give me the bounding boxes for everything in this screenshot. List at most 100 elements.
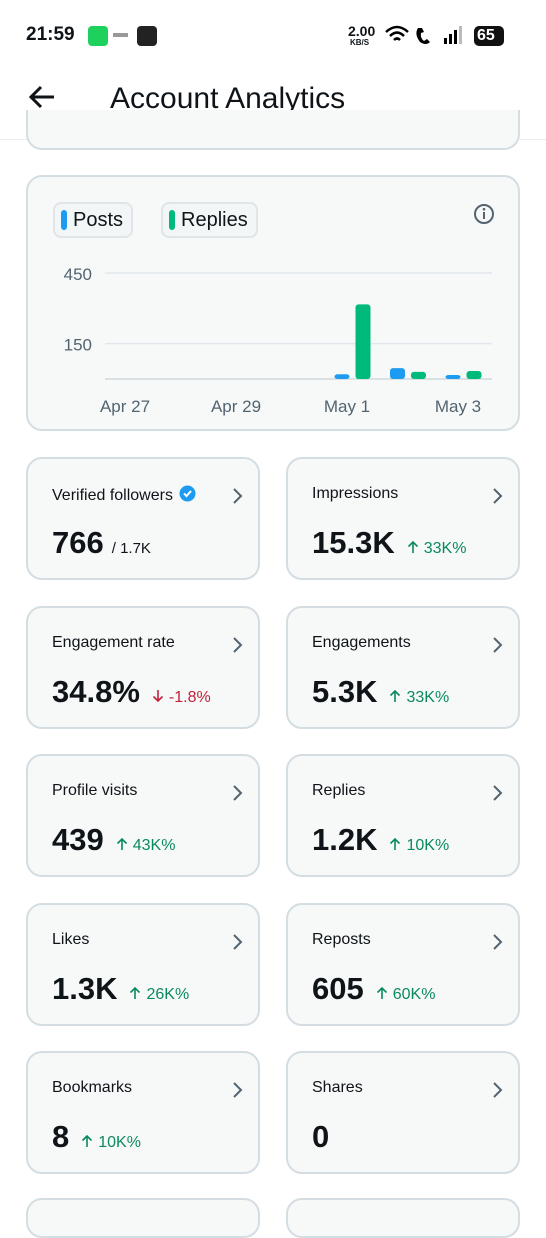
metric-label: Engagement rate — [52, 634, 175, 652]
change-text: 33K% — [423, 540, 467, 557]
chevron — [232, 1081, 244, 1104]
x-tick-label: May 3 — [435, 397, 481, 416]
net-unit: KB/S — [350, 38, 370, 47]
metric-card[interactable]: Bookmarks 8 10K% — [26, 1051, 260, 1174]
metric-value-row: 8 10K% — [52, 1119, 141, 1155]
partial-card — [26, 110, 520, 150]
metric-card[interactable]: Impressions 15.3K 33K% — [286, 457, 520, 580]
metric-card[interactable]: Verified followers 766 / 1.7K — [26, 457, 260, 580]
metric-detail: / 1.7K — [111, 540, 151, 557]
metric-label-text: Engagement rate — [52, 633, 175, 651]
metric-label: Replies — [312, 782, 365, 800]
info-icon[interactable] — [473, 203, 495, 225]
metric-label: Engagements — [312, 634, 411, 652]
partial-card — [286, 1198, 520, 1238]
metric-label: Likes — [52, 931, 89, 949]
metric-value-row: 34.8% -1.8% — [52, 674, 211, 710]
change-arrow — [129, 986, 146, 1003]
metric-value-row: 0 — [312, 1119, 329, 1155]
back-button[interactable] — [28, 84, 58, 110]
chevron — [232, 636, 244, 659]
metric-value: 0 — [312, 1119, 330, 1154]
change-text: 43K% — [132, 837, 176, 854]
chevron — [492, 1081, 504, 1104]
metric-card[interactable]: Engagements 5.3K 33K% — [286, 605, 520, 729]
x-tick-label: May 1 — [324, 397, 370, 416]
partial-card — [26, 1198, 260, 1238]
metric-change: 26K% — [129, 986, 189, 1003]
legend-item[interactable]: Posts — [53, 202, 134, 238]
x-tick-label: Apr 29 — [211, 397, 261, 416]
bar — [355, 304, 371, 379]
chevron — [232, 933, 244, 956]
metric-label-text: Engagements — [312, 633, 411, 651]
app-icon — [88, 26, 108, 46]
change-text: 60K% — [392, 985, 436, 1003]
metric-label: Verified followers — [52, 485, 196, 505]
metric-label-text: Reposts — [312, 930, 371, 948]
legend-label: Replies — [181, 209, 248, 231]
change-text: 10K% — [98, 1134, 141, 1151]
metric-value-row: 15.3K 33K% — [312, 525, 466, 561]
chart-card: Posts Replies 150 450 Apr 27 Apr 29 May 1 May… — [26, 175, 520, 431]
y-tick-label: 150 — [64, 336, 92, 355]
legend-item[interactable]: Replies — [161, 202, 258, 238]
metric-value: 1.3K — [52, 970, 118, 1006]
app-icon — [113, 33, 128, 37]
metric-label-text: Impressions — [312, 485, 399, 502]
change-arrow — [389, 689, 406, 706]
metric-label-text: Shares — [312, 1079, 363, 1096]
battery: 65 — [474, 26, 504, 46]
change-text: -1.8% — [168, 688, 211, 706]
chevron — [232, 487, 244, 510]
metric-card[interactable]: Replies 1.2K 10K% — [286, 754, 520, 877]
metric-value-row: 5.3K 33K% — [312, 674, 449, 710]
metric-label: Shares — [312, 1079, 363, 1097]
chevron — [492, 933, 504, 956]
metric-card[interactable]: Shares 0 — [286, 1051, 520, 1174]
metric-value-row: 439 43K% — [52, 822, 175, 858]
bar — [390, 368, 405, 379]
bar — [334, 374, 350, 379]
bar — [466, 370, 482, 379]
chevron — [492, 784, 504, 807]
change-arrow — [389, 837, 406, 854]
metric-card[interactable]: Engagement rate 34.8% -1.8% — [26, 605, 260, 729]
change-text: 26K% — [146, 985, 190, 1003]
metric-value-row: 1.2K 10K% — [312, 822, 449, 858]
change-arrow — [407, 540, 424, 557]
chart: 150 450 Apr 27 Apr 29 May 1 May 3 — [64, 265, 492, 416]
metric-change: 33K% — [407, 540, 467, 557]
metric-card[interactable]: Profile visits 439 43K% — [26, 754, 260, 877]
metric-card[interactable]: Likes 1.3K 26K% — [26, 902, 260, 1026]
metric-label-text: Replies — [312, 782, 366, 799]
change-arrow — [81, 1134, 98, 1151]
metric-value-row: 1.3K 26K% — [52, 971, 189, 1007]
change-text: 33K% — [406, 688, 450, 706]
metric-value: 8 — [52, 1119, 70, 1154]
bar — [445, 374, 461, 379]
metric-card[interactable]: Reposts 605 60K% — [286, 902, 520, 1026]
change-text: 10K% — [406, 837, 450, 854]
status-icons — [385, 25, 462, 44]
metric-change: 10K% — [389, 837, 449, 854]
change-arrow — [376, 986, 393, 1003]
metric-change: 43K% — [116, 837, 176, 854]
metric-value: 605 — [312, 970, 364, 1006]
metric-label-text: Likes — [52, 930, 90, 948]
legend-label: Posts — [73, 209, 124, 231]
metric-value: 766 — [52, 525, 104, 560]
legend-swatch — [169, 210, 175, 230]
page: 21:59 2.00 KB/S 65 Account Analytics Pos… — [0, 24, 546, 1238]
page-title: Account Analytics — [110, 82, 346, 115]
change-arrow — [152, 689, 169, 706]
metric-value: 34.8% — [52, 673, 140, 709]
chevron — [492, 487, 504, 510]
metric-value-row: 605 60K% — [312, 971, 435, 1007]
chevron — [232, 784, 244, 807]
metric-change: 60K% — [376, 985, 436, 1003]
metric-value: 5.3K — [312, 673, 378, 709]
metric-change: 33K% — [389, 689, 449, 706]
legend-swatch — [61, 210, 67, 230]
metric-label: Bookmarks — [52, 1079, 132, 1097]
